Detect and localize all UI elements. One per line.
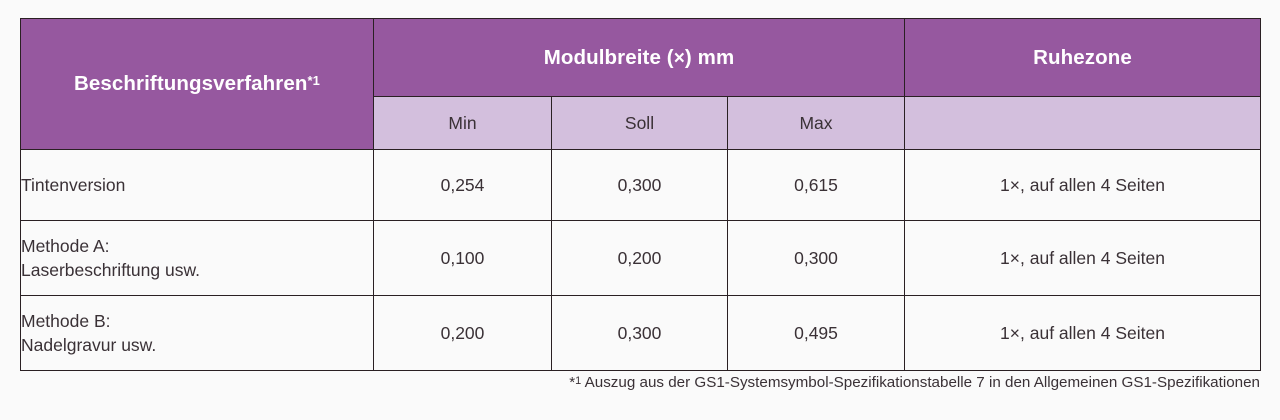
cell-max-text: 0,615 <box>794 174 838 195</box>
footnote-marker: * <box>569 374 576 391</box>
table-header-row-secondary: Min Soll Max <box>21 96 1262 150</box>
cell-method-line1: Tintenversion <box>21 174 126 195</box>
cell-method-name: Tintenversion <box>20 149 374 221</box>
header-beschriftungsverfahren-label: Beschriftungsverfahren <box>74 72 308 95</box>
cell-method-line1: Methode B: <box>21 310 111 331</box>
footnote: *1 Auszug aus der GS1-Systemsymbol-Spezi… <box>260 374 1260 391</box>
header-soll-label: Soll <box>624 112 655 133</box>
header-min-label: Min <box>448 112 477 133</box>
header-soll: Soll <box>551 96 728 150</box>
cell-min-value: 0,100 <box>373 220 552 296</box>
cell-quietzone-text: 1×, auf allen 4 Seiten <box>1000 322 1165 343</box>
cell-soll-value: 0,300 <box>551 295 728 371</box>
cell-method-name: Methode B: Nadelgravur usw. <box>20 295 374 371</box>
table-row: Methode A: Laserbeschriftung usw. 0,100 0… <box>20 220 1262 296</box>
header-ruhezone-spacer <box>904 96 1262 150</box>
table-row: Tintenversion 0,254 0,300 0,615 1×, auf … <box>20 149 1262 221</box>
cell-method-line2: Nadelgravur usw. <box>21 335 157 355</box>
header-min: Min <box>373 96 552 150</box>
header-max: Max <box>726 96 906 150</box>
header-modulbreite: Modulbreite (×) mm <box>372 18 906 97</box>
cell-soll-text: 0,200 <box>617 247 662 268</box>
cell-quietzone-value: 1×, auf allen 4 Seiten <box>904 220 1262 296</box>
cell-min-text: 0,200 <box>440 322 485 343</box>
cell-soll-value: 0,300 <box>551 149 728 221</box>
cell-method-line1: Methode A: <box>21 235 110 256</box>
cell-method-line2: Laserbeschriftung usw. <box>21 260 200 280</box>
cell-min-text: 0,254 <box>440 174 485 195</box>
multiplication-sign-icon: × <box>673 47 685 69</box>
cell-max-value: 0,615 <box>726 149 906 221</box>
header-modulbreite-label-pre: Modulbreite ( <box>543 45 674 69</box>
cell-quietzone-value: 1×, auf allen 4 Seiten <box>904 149 1262 221</box>
table-header-row-primary: Beschriftungsverfahren*1 Modulbreite (×)… <box>20 18 1262 150</box>
cell-max-value: 0,495 <box>726 295 906 371</box>
header-ruhezone-label: Ruhezone <box>1033 45 1132 69</box>
cell-min-value: 0,254 <box>373 149 552 221</box>
header-ruhezone: Ruhezone <box>904 18 1262 97</box>
cell-quietzone-value: 1×, auf allen 4 Seiten <box>904 295 1262 371</box>
cell-min-text: 0,100 <box>440 247 485 268</box>
header-max-label: Max <box>799 112 833 133</box>
cell-quietzone-text: 1×, auf allen 4 Seiten <box>1000 247 1165 268</box>
table-body: Tintenversion 0,254 0,300 0,615 1×, auf … <box>20 149 1262 371</box>
table-header: Beschriftungsverfahren*1 Modulbreite (×)… <box>20 18 1262 150</box>
cell-soll-text: 0,300 <box>617 174 662 195</box>
header-beschriftungsverfahren: Beschriftungsverfahren*1 <box>20 18 374 150</box>
cell-min-value: 0,200 <box>373 295 552 371</box>
cell-quietzone-text: 1×, auf allen 4 Seiten <box>1000 174 1165 195</box>
cell-soll-text: 0,300 <box>617 322 662 343</box>
specification-table: Beschriftungsverfahren*1 Modulbreite (×)… <box>20 18 1262 371</box>
cell-max-text: 0,495 <box>794 322 838 343</box>
cell-max-text: 0,300 <box>794 247 838 268</box>
cell-method-name: Methode A: Laserbeschriftung usw. <box>20 220 374 296</box>
cell-max-value: 0,300 <box>726 220 906 296</box>
header-beschriftungsverfahren-superscript: *1 <box>307 73 320 88</box>
table-row: Methode B: Nadelgravur usw. 0,200 0,300 0… <box>20 295 1262 371</box>
header-modulbreite-label-post: ) mm <box>684 45 735 69</box>
cell-soll-value: 0,200 <box>551 220 728 296</box>
footnote-text: Auszug aus der GS1-Systemsymbol-Spezifik… <box>581 374 1260 391</box>
footnote-marker-superscript: 1 <box>575 375 582 387</box>
